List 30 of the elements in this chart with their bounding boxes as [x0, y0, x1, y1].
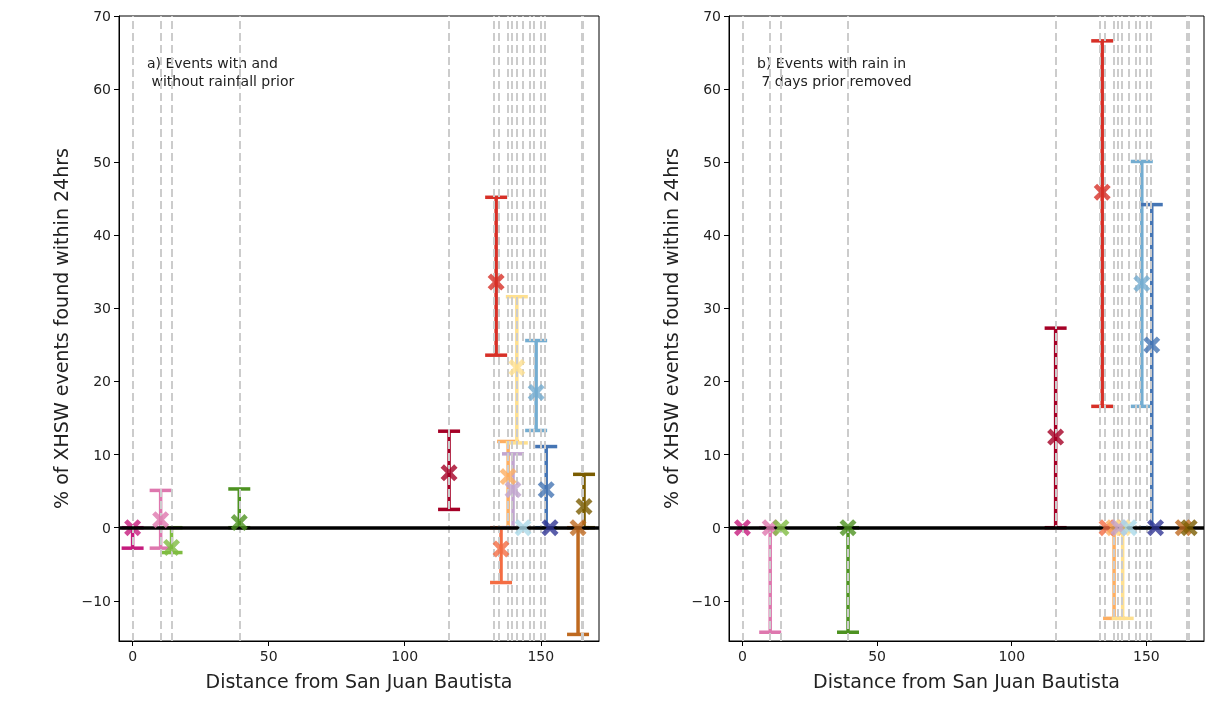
x-tick-label: 150	[1133, 648, 1160, 664]
y-tick-label: 70	[703, 8, 721, 24]
y-tick-label: 20	[93, 373, 111, 390]
y-tick-label: 70	[93, 8, 111, 24]
y-tick-label: −10	[691, 592, 721, 609]
x-tick-label: 50	[259, 648, 278, 664]
y-tick-label: −10	[81, 592, 111, 609]
y-tick-label: 40	[703, 227, 721, 244]
x-tick-label: 0	[128, 648, 138, 664]
y-axis-title: % of XHSW events found within 24hrs	[660, 148, 683, 509]
y-tick-label: 50	[93, 154, 111, 171]
y-tick-label: 60	[703, 81, 721, 98]
y-tick-label: 60	[93, 81, 111, 98]
y-tick-label: 10	[703, 446, 721, 463]
y-axis-title: % of XHSW events found within 24hrs	[50, 148, 73, 509]
y-tick-label: 30	[93, 300, 111, 317]
x-axis-title: Distance from San Juan Bautista	[205, 669, 513, 692]
y-tick-label: 0	[102, 519, 111, 536]
x-tick-label: 100	[391, 648, 419, 664]
x-axis-title: Distance from San Juan Bautista	[813, 669, 1120, 692]
y-tick-label: 20	[703, 373, 721, 390]
x-tick-label: 50	[868, 648, 887, 664]
x-tick-label: 150	[527, 648, 555, 664]
y-tick-label: 50	[703, 154, 721, 171]
y-tick-label: 0	[712, 519, 721, 536]
x-tick-label: 0	[738, 648, 747, 664]
y-tick-label: 30	[703, 300, 721, 317]
y-tick-label: 40	[93, 227, 111, 244]
x-tick-label: 100	[998, 648, 1026, 664]
y-tick-label: 10	[93, 446, 111, 463]
